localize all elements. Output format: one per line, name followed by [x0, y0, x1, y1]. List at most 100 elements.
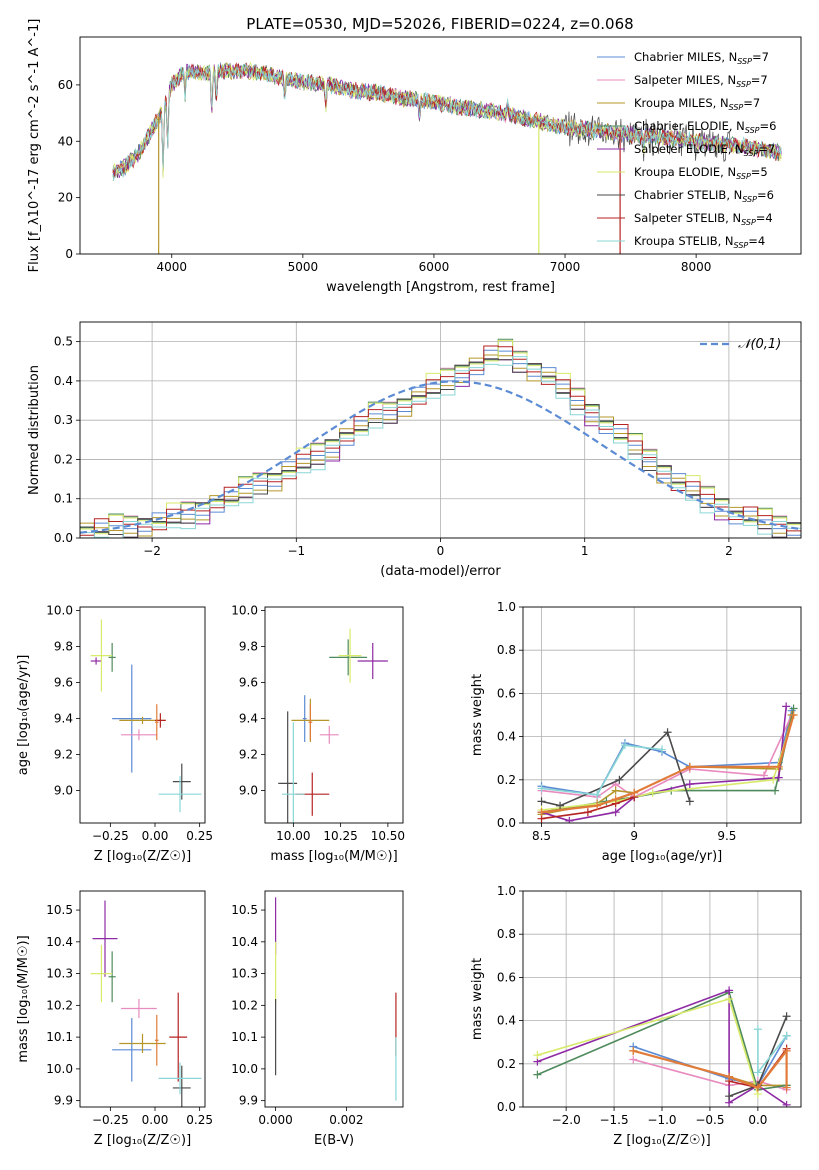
- weight-marker: [685, 780, 694, 789]
- y-tick-label: 9.8: [54, 640, 73, 654]
- x-axis-label: mass [log₁₀(M/M☉)]: [270, 849, 397, 864]
- x-tick-label: 0.002: [329, 1113, 363, 1127]
- panel-3: 10.00 10.25 10.50 9.0 9.2 9.4 9.6 9.8 10.0 mass […: [231, 604, 405, 864]
- panel-4: 8.5 9 9.5 0.0 0.2 0.4 0.6 0.8 1.0 age [log₁₀(age/…: [470, 600, 802, 864]
- weight-marker: [611, 786, 620, 795]
- plot-area: [523, 891, 801, 1107]
- y-tick-label: 0: [65, 247, 73, 261]
- y-tick-label: 60: [58, 78, 73, 92]
- x-tick-label: −0.5: [695, 1113, 724, 1127]
- y-tick-label: 0.6: [497, 686, 516, 700]
- y-tick-label: 10.0: [46, 604, 73, 618]
- weight-marker: [774, 773, 783, 782]
- y-tick-label: 10.0: [46, 1062, 73, 1076]
- x-tick-label: 2: [725, 544, 733, 558]
- weight-marker: [663, 728, 672, 737]
- y-axis-label: age [log₁₀(age/yr)]: [16, 655, 31, 776]
- y-tick-label: 10.5: [46, 903, 73, 917]
- x-tick-label: −0.25: [92, 1113, 129, 1127]
- weight-marker: [782, 1031, 791, 1040]
- x-tick-label: 8000: [681, 260, 712, 274]
- x-tick-label: −0.25: [92, 829, 129, 843]
- panel-7: −2.0 −1.5 −1.0 −0.5 0.0 0.0 0.2 0.4 0.6 0.8 1.0 Z […: [470, 884, 802, 1148]
- legend-label: Kroupa STELIB, NSSP=4: [634, 234, 765, 250]
- x-tick-label: 10.50: [371, 829, 405, 843]
- y-tick-label: 0.2: [497, 773, 516, 787]
- weight-line: [541, 744, 663, 796]
- y-axis-label: Flux [f_λ10^-17 erg cm^-2 s^-1 A^-1]: [27, 19, 42, 273]
- spectrum-line: [112, 63, 782, 181]
- weight-marker: [611, 808, 620, 817]
- x-tick-label: 0.25: [186, 1113, 213, 1127]
- plot-area: [275, 897, 397, 1101]
- weight-marker: [753, 1068, 762, 1077]
- axes-frame: [264, 890, 404, 1108]
- plot-area: [80, 322, 801, 538]
- weight-marker: [725, 1092, 734, 1101]
- histogram-series: [80, 358, 801, 538]
- y-tick-label: 20: [58, 191, 73, 205]
- x-tick-label: 1: [581, 544, 589, 558]
- x-tick-label: 6000: [419, 260, 450, 274]
- x-tick-label: 0.000: [258, 1113, 292, 1127]
- x-tick-label: −2: [143, 544, 161, 558]
- axes-frame: [79, 321, 802, 539]
- plot-area: [523, 607, 801, 823]
- axes-frame: [522, 890, 802, 1108]
- y-tick-label: 0.4: [497, 730, 516, 744]
- panel-6: 0.000 0.002 9.9 10.0 10.1 10.2 10.3 10.4 10.5 E(B…: [231, 890, 404, 1148]
- weight-marker: [685, 797, 694, 806]
- weight-marker: [771, 786, 780, 795]
- legend-label: Chabrier MILES, NSSP=7: [634, 50, 769, 66]
- x-tick-label: 7000: [550, 260, 581, 274]
- y-tick-label: 1.0: [497, 884, 516, 898]
- weight-line: [541, 730, 691, 807]
- x-axis-label: wavelength [Angstrom, rest frame]: [326, 280, 555, 295]
- weight-marker: [615, 775, 624, 784]
- weight-line: [541, 796, 635, 820]
- y-tick-label: 0.8: [497, 927, 516, 941]
- weight-marker: [725, 986, 734, 995]
- weight-marker: [629, 1055, 638, 1064]
- weight-line: [537, 991, 787, 1091]
- y-axis-label: mass [log₁₀(M/M☉)]: [16, 935, 31, 1062]
- y-tick-label: 9.6: [54, 676, 73, 690]
- weight-marker: [565, 816, 574, 823]
- x-tick-label: 0.0: [748, 1113, 767, 1127]
- legend-label: Kroupa ELODIE, NSSP=5: [634, 165, 768, 181]
- x-tick-label: 10.25: [323, 829, 357, 843]
- weight-marker: [725, 995, 734, 1003]
- x-tick-label: 8.5: [532, 829, 551, 843]
- y-tick-label: 0.0: [54, 531, 73, 545]
- panel-5: −0.25 0.00 0.25 9.9 10.0 10.1 10.2 10.3 10.4 10.5…: [16, 890, 213, 1148]
- weight-line: [537, 998, 759, 1095]
- plot-area: [90, 619, 202, 813]
- y-tick-label: 1.0: [497, 600, 516, 614]
- normal-curve: [80, 380, 801, 534]
- x-tick-label: 10.00: [276, 829, 310, 843]
- weight-marker: [658, 745, 666, 754]
- weight-marker: [593, 790, 602, 799]
- legend-label: 𝒩(0,1): [738, 337, 781, 352]
- x-tick-label: 4000: [156, 260, 187, 274]
- y-tick-label: 0.8: [497, 643, 516, 657]
- x-axis-label: age [log₁₀(age/yr)]: [602, 849, 723, 864]
- plot-area: [112, 61, 782, 254]
- y-tick-label: 0.0: [497, 1100, 516, 1114]
- histogram-series: [80, 356, 801, 538]
- weight-marker: [629, 1046, 638, 1055]
- y-axis-label: mass weight: [470, 958, 485, 1040]
- weight-marker: [725, 1072, 734, 1081]
- weight-line: [541, 714, 793, 799]
- y-tick-label: 0.6: [497, 970, 516, 984]
- weight-marker: [620, 741, 629, 750]
- legend-label: Chabrier ELODIE, NSSP=6: [634, 119, 776, 135]
- weight-marker: [782, 1083, 791, 1092]
- legend-label: Kroupa MILES, NSSP=7: [634, 96, 760, 112]
- legend: Chabrier MILES, NSSP=7 Salpeter MILES, NS…: [597, 50, 776, 250]
- y-tick-label: 10.5: [231, 903, 258, 917]
- axes-frame: [522, 606, 802, 824]
- legend-label: Salpeter STELIB, NSSP=4: [634, 211, 773, 227]
